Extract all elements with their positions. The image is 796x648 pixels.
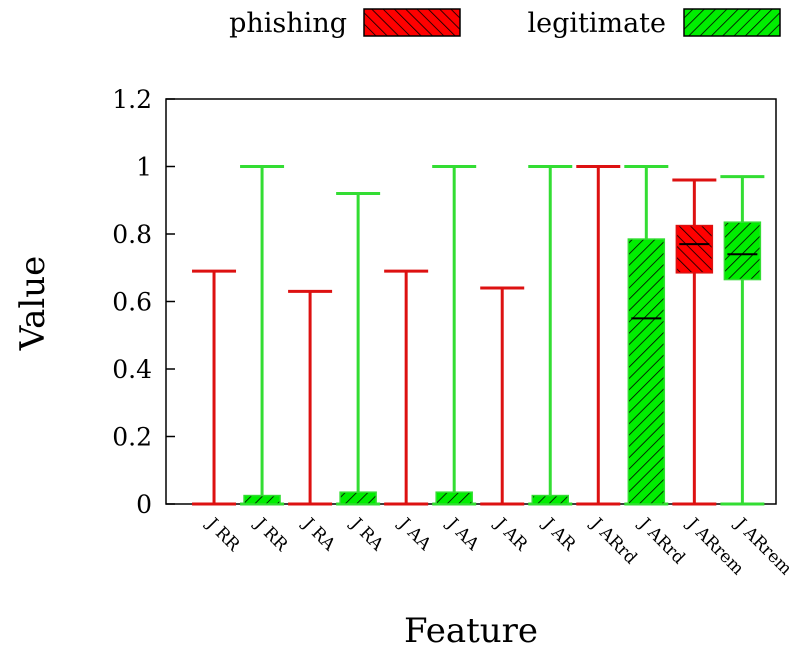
- plot-area: [165, 98, 777, 505]
- x-axis: J RR J RR J RA J RA J AA J AA J AR J AR J ARrdJ …: [201, 496, 796, 579]
- x-tick-label: J ARrd: [585, 513, 640, 568]
- y-tick-label: 0.2: [112, 423, 152, 452]
- x-tick-label: J AA: [393, 513, 435, 555]
- x-tick-label: J RR: [201, 513, 244, 556]
- box-legitimate: [720, 175, 765, 506]
- y-tick-label: 0.4: [112, 355, 152, 384]
- x-tick-label: J RR: [249, 513, 292, 556]
- x-tick-label: J AR: [537, 513, 580, 556]
- y-axis-title: Value: [13, 256, 53, 352]
- legend-swatch-legitimate: [683, 8, 781, 37]
- y-tick-label: 0: [136, 490, 152, 519]
- box-phishing: [672, 178, 717, 506]
- y-tick-label: 1: [136, 153, 152, 182]
- box-legitimate: [528, 165, 573, 506]
- x-tick-label: J RA: [345, 513, 387, 555]
- box-iqr: [435, 491, 473, 505]
- legend-swatch-phishing: [363, 8, 461, 37]
- x-tick-label: J ARrd: [633, 513, 688, 568]
- box-iqr: [531, 494, 570, 505]
- box-phishing: [576, 165, 621, 506]
- y-axis: 0 0.2 0.4 0.6 0.8 1 1.2: [112, 85, 175, 519]
- legend: phishing legitimate: [229, 8, 781, 39]
- box-legitimate: [240, 165, 285, 506]
- legend-label-legitimate: legitimate: [527, 8, 666, 39]
- legend-label-phishing: phishing: [229, 8, 347, 39]
- x-tick-label: J RA: [297, 513, 339, 555]
- box-iqr: [627, 238, 666, 505]
- box-phishing: [384, 269, 429, 506]
- y-tick-label: 0.8: [112, 220, 152, 249]
- x-tick-label: J AA: [441, 513, 483, 555]
- box-series: [192, 165, 765, 506]
- box-iqr: [675, 224, 714, 274]
- box-iqr: [243, 494, 281, 505]
- box-legitimate: [432, 165, 477, 506]
- y-tick-label: 0.6: [112, 288, 152, 317]
- box-legitimate: [336, 192, 381, 506]
- box-legitimate: [624, 165, 669, 506]
- box-phishing: [480, 286, 525, 506]
- box-iqr: [723, 221, 762, 281]
- x-axis-title: Feature: [404, 611, 538, 648]
- y-tick-label: 1.2: [112, 85, 152, 114]
- x-tick-label: J AR: [489, 513, 532, 556]
- box-phishing: [288, 289, 333, 506]
- box-iqr: [339, 491, 377, 505]
- box-phishing: [192, 269, 237, 506]
